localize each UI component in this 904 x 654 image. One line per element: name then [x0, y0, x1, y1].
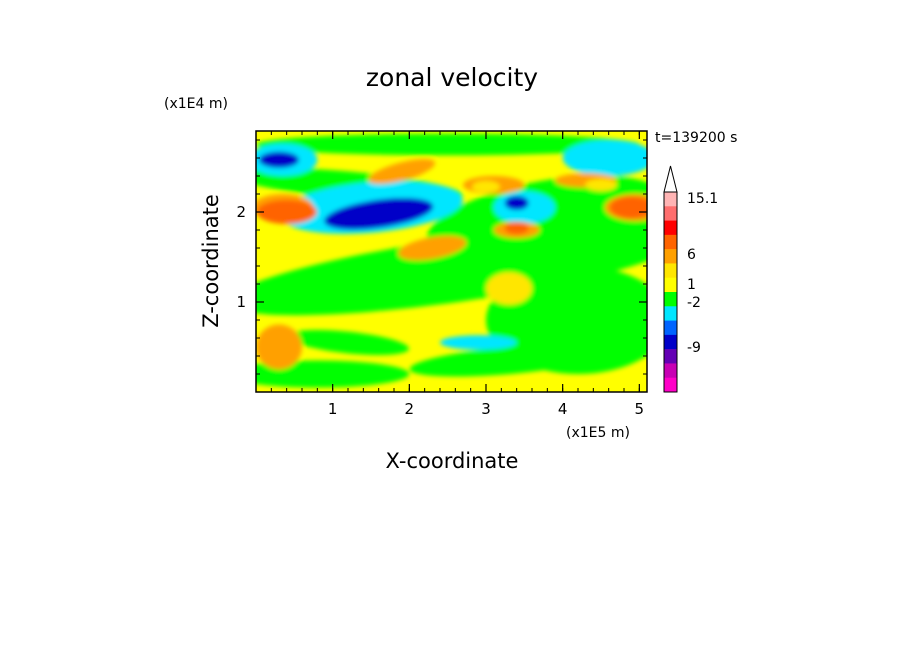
- velocity-extremum: [609, 196, 647, 219]
- colorbar-frame: [663, 191, 678, 393]
- y-unit-label: (x1E4 m): [164, 96, 228, 112]
- velocity-band: [440, 335, 517, 350]
- velocity-extremum: [585, 179, 617, 191]
- colorbar-swatch: [664, 206, 677, 221]
- colorbar-swatch: [664, 334, 677, 350]
- x-unit-label: (x1E5 m): [566, 425, 630, 441]
- velocity-band: [398, 235, 467, 261]
- colorbar-swatch: [664, 320, 677, 336]
- velocity-extremum: [472, 180, 500, 193]
- x-tick-label: 3: [481, 400, 491, 418]
- velocity-extremum: [504, 196, 529, 210]
- colorbar-label: 6: [687, 247, 696, 263]
- colorbar-swatch: [664, 277, 677, 293]
- plot-frame: [255, 130, 648, 393]
- velocity-band: [562, 140, 647, 176]
- plot-area: [256, 131, 647, 392]
- velocity-extremum: [324, 197, 434, 230]
- x-tick-label: 1: [328, 400, 338, 418]
- x-tick-label: 4: [558, 400, 568, 418]
- velocity-band: [486, 272, 532, 305]
- chart-title: zonal velocity: [366, 63, 538, 92]
- colorbar-swatch: [664, 220, 677, 236]
- velocity-extremum: [389, 162, 429, 181]
- velocity-band: [256, 133, 640, 156]
- velocity-band: [256, 360, 410, 388]
- time-label: t=139200 s: [655, 130, 737, 146]
- y-tick-label: 1: [236, 293, 246, 311]
- colorbar-label: -9: [687, 340, 701, 356]
- velocity-field: [256, 133, 647, 388]
- colorbar-swatch: [664, 263, 677, 279]
- velocity-extremum: [256, 200, 317, 224]
- y-tick-label: 2: [236, 203, 246, 221]
- velocity-band: [426, 175, 647, 267]
- colorbar-swatch: [664, 349, 677, 364]
- velocity-extremum: [504, 222, 529, 235]
- y-axis-label: Z-coordinate: [199, 194, 223, 328]
- colorbar-swatch: [664, 234, 677, 250]
- colorbar-label: 15.1: [687, 191, 718, 207]
- colorbar-swatch: [664, 292, 677, 307]
- velocity-band: [287, 329, 409, 356]
- velocity-band: [256, 324, 302, 370]
- x-tick-label: 5: [635, 400, 645, 418]
- axes: 1 2 3 4 5 1 2: [236, 131, 647, 418]
- velocity-extremum: [259, 151, 299, 168]
- colorbar-swatch: [664, 192, 677, 207]
- colorbar: 15.1 6 1 -2 -9: [663, 165, 718, 393]
- colorbar-swatch: [664, 377, 677, 393]
- colorbar-swatch: [664, 249, 677, 264]
- colorbar-swatch: [664, 363, 677, 379]
- x-tick-label: 2: [405, 400, 415, 418]
- x-axis-label: X-coordinate: [386, 449, 519, 473]
- velocity-band: [409, 344, 609, 377]
- colorbar-swatch: [664, 306, 677, 321]
- colorbar-label: -2: [687, 295, 701, 311]
- colorbar-extend-arrow: [663, 165, 678, 193]
- colorbar-label: 1: [687, 277, 696, 293]
